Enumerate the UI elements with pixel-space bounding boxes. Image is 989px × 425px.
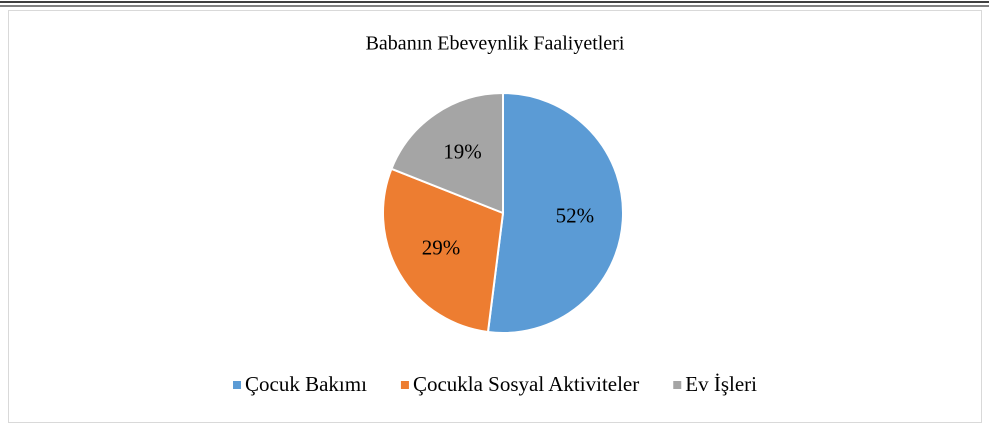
legend-label: Ev İşleri [685,372,757,396]
data-label: 19% [443,139,482,163]
legend-swatch [233,381,242,389]
legend-label: Çocuk Bakımı [245,372,367,396]
pie-slice [486,91,624,334]
pie: 52% 29% 19% [382,91,624,334]
legend-label: Çocukla Sosyal Aktiviteler [413,372,639,396]
chart-border [8,10,982,423]
pie-slice [390,91,504,215]
data-label: 52% [556,203,595,227]
legend-swatch [400,381,409,389]
pie-slice [382,167,505,334]
legend: Çocuk Bakımı Çocukla Sosyal Aktiviteler Ev… [233,372,757,396]
data-label: 29% [422,235,461,259]
legend-swatch [673,381,682,389]
chart-title: Babanın Ebeveynlik Faaliyetleri [366,33,625,55]
